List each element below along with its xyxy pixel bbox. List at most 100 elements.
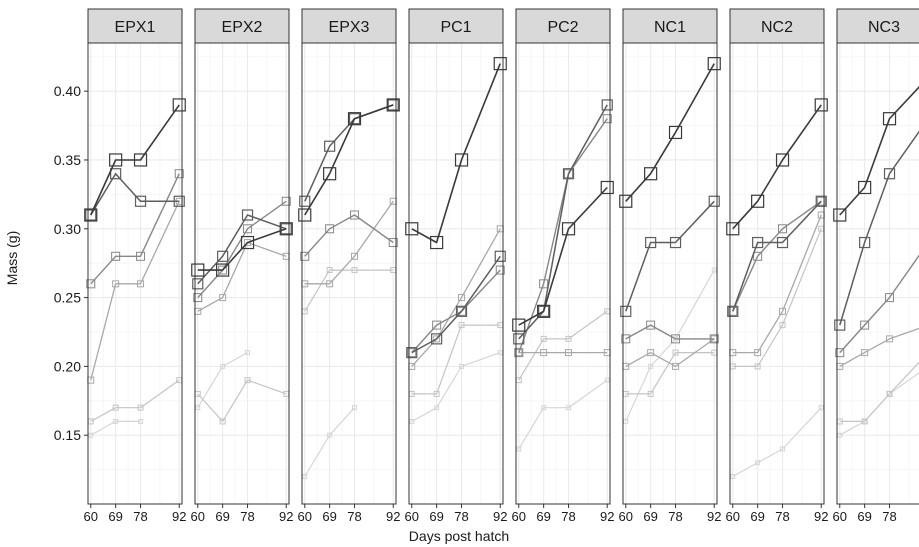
data-point [431,333,443,345]
facet-strip [515,8,611,44]
x-tick-label: 92 [707,509,721,524]
data-point [281,196,291,206]
data-point [671,334,681,344]
series-line [411,255,501,354]
data-point [602,114,612,124]
data-point [860,320,870,330]
series-line [197,200,287,299]
x-tick-label: 60 [833,509,847,524]
series-line [304,104,394,216]
data-point [113,418,119,424]
facet-strip-label: NC2 [761,19,793,36]
series-line [732,104,822,230]
x-tick-label: 78 [454,509,468,524]
series-line [197,228,287,271]
facet-strip-label: PC2 [547,19,578,36]
x-tick-label: 78 [347,509,361,524]
data-point [858,180,872,195]
data-point [711,267,717,273]
x-tick-label: 69 [643,509,657,524]
data-point [538,305,550,317]
data-point [540,349,548,357]
data-point [302,473,308,479]
data-point [459,363,465,369]
data-point [407,348,417,358]
data-point [217,250,229,262]
series-line [839,254,919,354]
series-line [411,324,501,395]
data-point [136,251,146,261]
data-point [455,305,468,317]
panel-background [195,43,289,504]
facet-strip [836,8,919,44]
data-point [752,236,764,249]
data-point [433,390,440,397]
data-point [245,350,251,356]
data-point [753,251,763,261]
data-point [708,195,720,207]
y-tick-label: 0.25 [54,290,81,306]
x-tick-label: 60 [619,509,633,524]
data-point [244,239,252,247]
data-point [457,306,467,316]
series-line [197,241,287,312]
x-tick-label: 60 [512,509,526,524]
data-point [454,153,469,167]
data-point [279,222,293,236]
panel-epx1: EPX1 60 69 78 92 [84,8,186,524]
data-point [387,99,399,111]
data-point [192,278,204,290]
panel-background [837,43,919,504]
data-point [837,432,843,438]
data-point [88,432,94,438]
data-point [193,293,203,303]
facet-strip-label: EPX3 [329,19,370,36]
facet-strip-label: NC3 [868,19,900,36]
data-point [191,263,205,277]
data-point [111,251,121,261]
data-point [348,113,361,125]
data-point [409,418,415,424]
data-point [620,305,632,317]
panel-pc1: PC1 60 69 78 92 [405,8,507,524]
panel-nc3: NC360697892 [833,8,919,524]
x-tick-label: 92 [386,509,400,524]
data-point [882,112,897,126]
data-point [883,168,896,180]
series-line [90,172,180,216]
data-point [458,294,466,302]
data-point [327,432,333,438]
data-point [433,335,441,343]
data-point [195,405,201,411]
data-point [280,223,292,235]
series-line [625,338,715,368]
panels-group: EPX1 60 69 78 92 EPX2 60 69 78 92 EPX3 60 69 78 92 PC1 6… [84,8,919,524]
data-point [778,224,788,234]
series-line [518,186,608,326]
data-point [669,236,682,249]
x-tick-label: 69 [857,509,871,524]
panel-epx3: EPX3 60 69 78 92 [298,8,400,524]
data-point [298,208,312,222]
series-line [625,324,715,340]
x-axis-title: Days post hatch [409,528,509,544]
data-point [779,307,787,315]
data-point [886,390,893,397]
x-tick-label: 60 [84,509,98,524]
data-point [861,349,869,357]
data-point [834,319,846,331]
series-line [732,228,822,367]
data-point [458,322,465,329]
data-point [326,280,334,288]
data-point [537,304,551,318]
series-line [839,361,919,422]
data-point [601,99,613,111]
data-point [561,222,576,236]
data-point [220,363,226,369]
data-point [434,405,440,411]
data-point [709,334,719,344]
data-point [754,363,761,370]
data-point [646,320,656,330]
data-point [861,418,868,425]
x-tick-label: 78 [133,509,147,524]
